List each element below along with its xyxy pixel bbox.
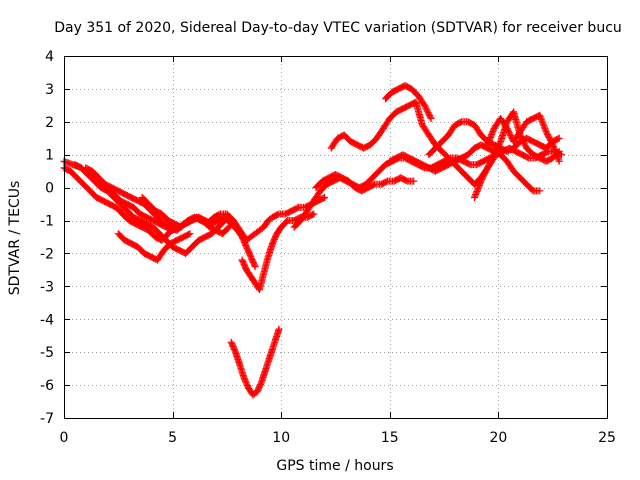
grid	[64, 56, 607, 418]
data-point	[224, 224, 232, 232]
y-tick-label: 4	[45, 49, 54, 65]
data-point	[251, 263, 259, 271]
x-tick-label: 15	[381, 430, 399, 446]
data-point	[551, 147, 559, 155]
data-point	[220, 218, 228, 226]
data-point	[542, 126, 550, 134]
series-7	[227, 325, 283, 399]
series-13	[386, 141, 544, 195]
data-point	[519, 137, 527, 145]
data-point	[547, 138, 555, 146]
series-2	[60, 164, 179, 244]
y-tick-label: -3	[40, 279, 54, 295]
data-point	[489, 154, 497, 162]
y-tick-label: -4	[40, 312, 54, 328]
y-tick-label: 1	[45, 148, 54, 164]
data-point	[186, 230, 194, 238]
data-point	[491, 149, 499, 157]
data-point	[185, 230, 193, 238]
y-tick-label: 3	[45, 82, 54, 98]
data-point	[483, 165, 491, 173]
y-tick-label: 2	[45, 115, 54, 131]
y-tick-label: -1	[40, 214, 54, 230]
x-tick-label: 10	[272, 430, 290, 446]
y-tick-label: 0	[45, 181, 54, 197]
data-point	[494, 142, 502, 150]
data-point	[545, 134, 553, 141]
data-point	[536, 113, 544, 121]
series-9	[290, 144, 565, 231]
data-point	[496, 139, 504, 147]
series-5	[114, 230, 194, 264]
y-tick-labels: -7 -6 -5 -4 -3 -2 -1 0 1 2 3 4	[40, 49, 54, 427]
x-axis-label: GPS time / hours	[276, 458, 393, 474]
y-tick-label: -2	[40, 246, 54, 262]
data-point	[425, 110, 433, 118]
y-tick-label: -6	[40, 378, 54, 394]
axis-ticks	[64, 56, 608, 419]
x-tick-label: 5	[168, 430, 177, 446]
data-point	[426, 113, 434, 121]
data-point	[485, 161, 493, 169]
data-point	[221, 217, 229, 224]
series-16	[484, 111, 563, 165]
data-point	[540, 122, 548, 130]
y-tick-label: -7	[40, 411, 54, 427]
x-tick-label: 0	[60, 430, 69, 446]
data-point	[553, 151, 561, 159]
series-11	[327, 98, 498, 188]
data-point	[427, 115, 435, 122]
series-12	[382, 82, 435, 122]
data-point	[539, 119, 547, 127]
plot-points	[60, 82, 565, 399]
data-point	[321, 194, 329, 201]
data-point	[421, 103, 429, 111]
x-tick-label: 25	[598, 430, 616, 446]
x-tick-label: 20	[489, 430, 507, 446]
data-point	[555, 157, 563, 165]
data-point	[275, 325, 283, 333]
chart-title: Day 351 of 2020, Sidereal Day-to-day VTE…	[54, 20, 622, 36]
y-tick-label: -5	[40, 345, 54, 361]
data-point	[555, 156, 563, 164]
x-tick-labels: 0 5 10 15 20 25	[60, 430, 616, 446]
data-point	[555, 134, 563, 142]
data-point	[225, 223, 233, 231]
data-point	[536, 187, 544, 195]
data-point	[477, 177, 485, 185]
series-3	[71, 161, 229, 257]
data-point	[479, 173, 487, 181]
data-point	[310, 210, 318, 218]
y-axis-label: SDTVAR / TECUs	[7, 181, 23, 296]
series-6	[138, 194, 329, 244]
data-point	[548, 139, 556, 147]
series-10	[312, 171, 418, 195]
data-point	[505, 127, 512, 135]
plot-frame	[64, 56, 608, 419]
data-point	[319, 194, 327, 202]
data-point	[410, 177, 418, 185]
